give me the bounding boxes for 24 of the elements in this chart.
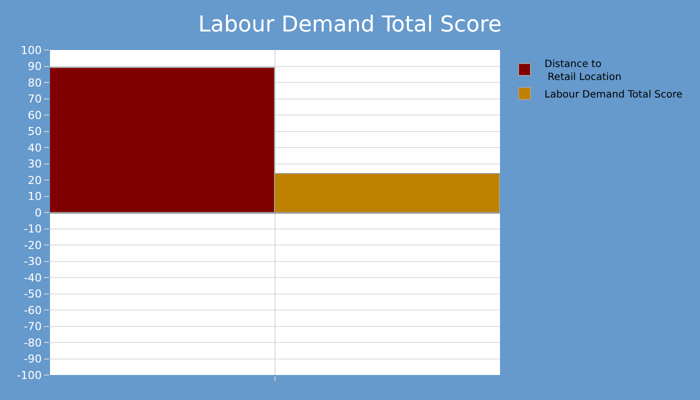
legend-label: Distance to Retail Location	[544, 58, 622, 83]
y-tick-label: 90	[28, 60, 42, 74]
y-tick-label: 0	[34, 206, 42, 220]
y-tick-label: -80	[24, 336, 42, 350]
y-tick-label: 10	[28, 190, 42, 204]
y-tick-label: -70	[24, 320, 42, 334]
y-tick-label: 60	[28, 108, 42, 122]
y-tick-label: -90	[24, 352, 42, 366]
y-tick-label: -100	[16, 368, 42, 382]
y-tick-label: 20	[28, 174, 42, 187]
y-tick-label: -60	[24, 304, 42, 317]
y-tick-label: 70	[28, 92, 42, 106]
y-tick-label: -10	[24, 222, 42, 236]
y-tick-label: -30	[24, 255, 42, 268]
y-tick-label: 30	[28, 158, 42, 171]
y-tick-label: 80	[28, 76, 42, 90]
chart-title: Labour Demand Total Score	[198, 12, 502, 38]
y-tick-label: 50	[28, 125, 42, 138]
y-tick-label: 100	[20, 44, 42, 57]
y-tick-label: -50	[24, 288, 42, 301]
y-tick-label: -40	[24, 271, 42, 284]
y-tick-label: 40	[28, 141, 42, 154]
y-tick-label: -20	[24, 238, 42, 252]
legend-label: Labour Demand Total Score	[544, 89, 682, 100]
